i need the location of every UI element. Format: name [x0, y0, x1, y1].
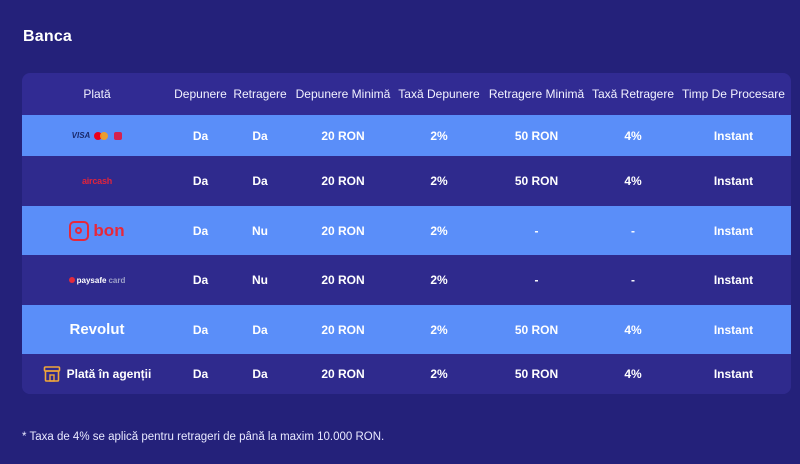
table-row: Revolut Da Da 20 RON 2% 50 RON 4% Instan… — [22, 305, 791, 354]
cell-depunere-minima: 20 RON — [321, 367, 365, 381]
cell-timp: Instant — [713, 128, 754, 143]
header-retragere-minima: Retragere Minimă — [488, 87, 585, 101]
cell-depunere-minima: 20 RON — [321, 322, 365, 337]
cell-taxa-retragere: 4% — [624, 367, 642, 381]
cell-taxa-depunere: 2% — [430, 273, 448, 287]
cell-retragere: Da — [252, 367, 268, 381]
cell-retragere: Da — [252, 174, 268, 188]
cell-timp: Instant — [713, 367, 754, 381]
cell-taxa-depunere: 2% — [430, 322, 448, 337]
cell-retragere-minima: 50 RON — [514, 367, 559, 381]
table-row: paysafe card Da Nu 20 RON 2% - - Instant — [22, 255, 791, 305]
cell-timp: Instant — [713, 223, 754, 238]
cell-timp: Instant — [713, 322, 754, 337]
cell-retragere: Da — [252, 128, 268, 143]
cell-retragere-minima: - — [534, 273, 539, 287]
header-plata: Plată — [83, 87, 111, 101]
cell-retragere-minima: 50 RON — [514, 128, 559, 143]
payment-methods-table: Plată Depunere Retragere Depunere Minimă… — [22, 73, 791, 394]
visa-mastercard-logo: VISA — [72, 131, 123, 140]
cell-retragere-minima: 50 RON — [514, 174, 559, 188]
table-header-row: Plată Depunere Retragere Depunere Minimă… — [22, 73, 791, 115]
footnote: * Taxa de 4% se aplică pentru retrageri … — [22, 431, 385, 443]
paysafecard-logo: paysafe card — [68, 276, 125, 285]
cell-depunere: Da — [192, 322, 209, 337]
cell-taxa-retragere: 4% — [624, 322, 642, 337]
cell-retragere-minima: 50 RON — [514, 322, 559, 337]
bon-box-icon — [69, 220, 90, 241]
header-taxa-depunere: Taxă Depunere — [398, 87, 480, 101]
paysafe-dot-icon — [68, 277, 75, 283]
bon-logo: bon — [69, 220, 125, 241]
mastercard-icon — [94, 131, 109, 140]
method-label: Plată în agenții — [66, 367, 152, 381]
header-taxa-retragere: Taxă Retragere — [591, 87, 675, 101]
cell-depunere: Da — [192, 223, 209, 238]
header-depunere: Depunere — [174, 87, 227, 101]
cell-retragere-minima: - — [534, 223, 539, 238]
cell-depunere: Da — [192, 174, 209, 188]
cell-taxa-retragere: 4% — [624, 174, 642, 188]
cell-taxa-retragere: - — [631, 223, 635, 238]
cell-taxa-depunere: 2% — [430, 128, 448, 143]
cell-depunere: Da — [192, 128, 209, 143]
cell-retragere: Nu — [252, 223, 268, 238]
cell-timp: Instant — [713, 273, 754, 287]
bonus-card-icon — [114, 131, 123, 140]
cell-retragere: Da — [252, 322, 268, 337]
cell-taxa-retragere: 4% — [624, 128, 642, 143]
cell-depunere: Da — [192, 367, 209, 381]
table-row: aircash Da Da 20 RON 2% 50 RON 4% Instan… — [22, 156, 791, 206]
shop-icon — [43, 366, 60, 382]
cell-depunere-minima: 20 RON — [321, 273, 365, 287]
cell-timp: Instant — [713, 174, 754, 188]
section-title: Banca — [23, 28, 73, 45]
cell-retragere: Nu — [252, 273, 268, 287]
revolut-logo: Revolut — [69, 321, 125, 338]
cell-depunere-minima: 20 RON — [321, 174, 365, 188]
table-row: VISA Da Da 20 RON 2% 50 RON 4% Instant — [22, 115, 791, 156]
cell-depunere: Da — [192, 273, 209, 287]
header-timp-procesare: Timp De Procesare — [682, 87, 785, 101]
header-retragere: Retragere — [233, 87, 287, 101]
aircash-logo: aircash — [81, 176, 113, 186]
cell-taxa-depunere: 2% — [430, 174, 448, 188]
header-depunere-minima: Depunere Minimă — [295, 87, 391, 101]
cell-taxa-depunere: 2% — [430, 367, 448, 381]
table-row: bon Da Nu 20 RON 2% - - Instant — [22, 206, 791, 255]
table-row: Plată în agenții Da Da 20 RON 2% 50 RON … — [22, 354, 791, 394]
cell-taxa-depunere: 2% — [430, 223, 448, 238]
cell-depunere-minima: 20 RON — [321, 223, 365, 238]
cell-taxa-retragere: - — [631, 273, 635, 287]
cell-depunere-minima: 20 RON — [321, 128, 365, 143]
